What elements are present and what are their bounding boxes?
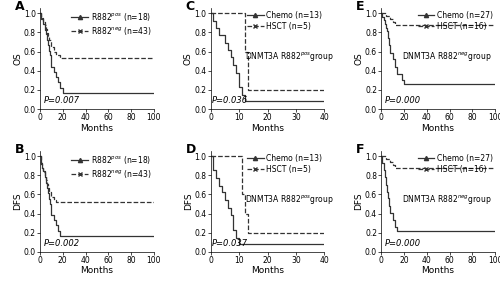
Text: P=0.000: P=0.000: [384, 239, 421, 248]
Text: P=0.007: P=0.007: [44, 96, 80, 105]
Text: P=0.037: P=0.037: [212, 239, 248, 248]
Text: DNMT3A R882$^{pos}$group: DNMT3A R882$^{pos}$group: [245, 193, 334, 206]
Text: B: B: [15, 143, 24, 156]
Legend: Chemo (n=13), HSCT (n=5): Chemo (n=13), HSCT (n=5): [246, 153, 323, 174]
Text: C: C: [186, 1, 194, 14]
Legend: Chemo (n=27), HSCT (n=16): Chemo (n=27), HSCT (n=16): [417, 153, 494, 174]
Text: DNMT3A R882$^{neg}$group: DNMT3A R882$^{neg}$group: [402, 193, 491, 206]
Y-axis label: DFS: DFS: [14, 193, 22, 210]
Legend: R882$^{pos}$ (n=18), R882$^{neg}$ (n=43): R882$^{pos}$ (n=18), R882$^{neg}$ (n=43): [70, 10, 152, 37]
Text: DNMT3A R882$^{pos}$group: DNMT3A R882$^{pos}$group: [245, 50, 334, 63]
Y-axis label: OS: OS: [354, 52, 364, 65]
Text: E: E: [356, 1, 364, 14]
X-axis label: Months: Months: [422, 124, 454, 133]
Text: DNMT3A R882$^{neg}$group: DNMT3A R882$^{neg}$group: [402, 50, 491, 63]
Y-axis label: DFS: DFS: [354, 193, 364, 210]
X-axis label: Months: Months: [251, 266, 284, 275]
Text: F: F: [356, 143, 364, 156]
Text: A: A: [15, 1, 24, 14]
Y-axis label: OS: OS: [184, 52, 193, 65]
Legend: Chemo (n=13), HSCT (n=5): Chemo (n=13), HSCT (n=5): [246, 10, 323, 31]
Legend: Chemo (n=27), HSCT (n=16): Chemo (n=27), HSCT (n=16): [417, 10, 494, 31]
Y-axis label: OS: OS: [14, 52, 22, 65]
Legend: R882$^{pos}$ (n=18), R882$^{neg}$ (n=43): R882$^{pos}$ (n=18), R882$^{neg}$ (n=43): [70, 153, 152, 180]
Y-axis label: DFS: DFS: [184, 193, 193, 210]
X-axis label: Months: Months: [422, 266, 454, 275]
Text: P=0.000: P=0.000: [384, 96, 421, 105]
Text: D: D: [186, 143, 196, 156]
Text: P=0.036: P=0.036: [212, 96, 248, 105]
Text: P=0.002: P=0.002: [44, 239, 80, 248]
X-axis label: Months: Months: [80, 266, 114, 275]
X-axis label: Months: Months: [80, 124, 114, 133]
X-axis label: Months: Months: [251, 124, 284, 133]
